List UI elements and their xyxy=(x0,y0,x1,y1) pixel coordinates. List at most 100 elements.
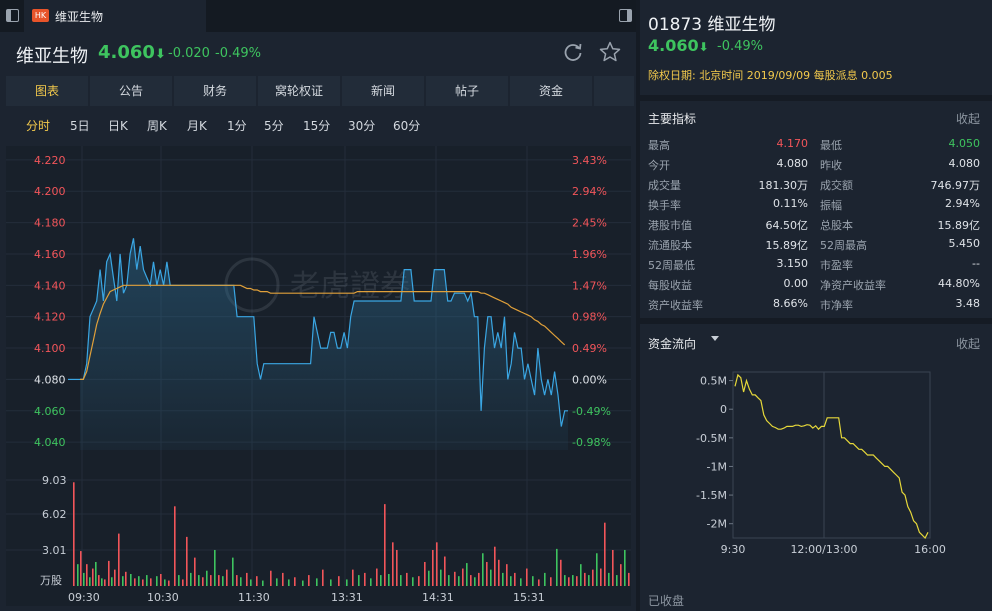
volume-bar xyxy=(544,572,546,586)
volume-bar xyxy=(322,569,324,586)
volume-bar xyxy=(624,549,626,586)
refresh-icon[interactable] xyxy=(562,41,584,63)
watermark-text: 老虎證券 xyxy=(290,269,410,304)
indicator-row: 每股收益 0.00 净资产收益率 44.80% xyxy=(640,274,992,294)
intraday-chart[interactable]: 4.220 4.200 4.180 4.160 4.140 4.120 4.100 4.080… xyxy=(6,146,631,606)
detail-change-pct: -0.49% xyxy=(717,39,763,54)
volume-bar xyxy=(560,559,562,586)
indicator-label: 净资产收益率 xyxy=(820,279,886,292)
volume-bar xyxy=(510,576,512,586)
volume-bar xyxy=(104,579,106,586)
volume-bar xyxy=(160,573,162,586)
volume-bar xyxy=(186,536,188,586)
volume-bar xyxy=(482,553,484,586)
period-1min[interactable]: 1分 xyxy=(227,119,247,133)
volume-bar xyxy=(77,564,79,586)
fund-flow-collapse-button[interactable]: 收起 xyxy=(955,337,980,351)
indicator-label: 每股收益 xyxy=(648,279,692,292)
volume-bar xyxy=(506,564,508,586)
price-axis-label: 4.100 xyxy=(34,342,66,355)
volume-bar xyxy=(564,575,566,586)
volume-bar xyxy=(392,542,394,586)
indicator-value: 181.30万 xyxy=(758,179,809,192)
period-30min[interactable]: 30分 xyxy=(348,119,376,133)
period-15min[interactable]: 15分 xyxy=(303,119,331,133)
volume-bar xyxy=(210,575,212,586)
detail-panel: 01873 维亚生物 4.060⬇ -0.49% 除权日期: 北京时间 2019… xyxy=(640,0,992,611)
indicator-value: 4.080 xyxy=(776,157,809,170)
tab-overflow[interactable] xyxy=(594,76,634,106)
tab-chart[interactable]: 图表 xyxy=(6,76,88,106)
period-5day[interactable]: 5日 xyxy=(70,119,90,133)
flow-y-label: -1M xyxy=(707,460,727,473)
indicators-collapse-button[interactable]: 收起 xyxy=(955,112,980,126)
indicator-value: 64.50亿 xyxy=(765,219,809,232)
time-axis-label: 10:30 xyxy=(147,591,179,604)
volume-bar xyxy=(600,568,602,586)
volume-bar xyxy=(462,568,464,586)
indicator-value: 0.00 xyxy=(783,277,809,290)
star-icon[interactable] xyxy=(598,40,622,64)
volume-bar xyxy=(490,569,492,586)
price-axis-label: 4.180 xyxy=(34,217,66,230)
volume-bar xyxy=(218,575,220,586)
price-change-pct: -0.49% xyxy=(215,46,261,61)
volume-bar xyxy=(418,576,420,586)
price-line xyxy=(80,238,568,427)
indicators-title: 主要指标 xyxy=(648,112,697,126)
indicator-label: 成交量 xyxy=(648,179,681,192)
chevron-down-icon[interactable] xyxy=(711,336,719,341)
tab-warrants[interactable]: 窝轮权证 xyxy=(258,76,340,106)
tab-news[interactable]: 新闻 xyxy=(342,76,424,106)
volume-bar xyxy=(352,569,354,586)
volume-bar xyxy=(376,568,378,586)
time-axis-label: 11:30 xyxy=(238,591,270,604)
pct-axis-label: 2.94% xyxy=(572,185,607,198)
volume-axis-label: 6.02 xyxy=(42,508,67,521)
volume-bar xyxy=(604,522,606,586)
indicator-row: 成交量 181.30万 成交额 746.97万 xyxy=(640,174,992,194)
indicator-value: 5.450 xyxy=(948,237,981,250)
pct-axis-label: 1.96% xyxy=(572,248,607,261)
volume-axis-label: 9.03 xyxy=(42,474,67,487)
volume-bar xyxy=(486,561,488,586)
time-axis-label: 15:31 xyxy=(513,591,545,604)
sidebar-toggle-icon[interactable] xyxy=(6,9,19,22)
volume-bar xyxy=(338,576,340,586)
volume-bar xyxy=(250,579,252,586)
fund-flow-title[interactable]: 资金流向 xyxy=(648,337,697,351)
tab-posts[interactable]: 帖子 xyxy=(426,76,508,106)
indicator-value: 4.170 xyxy=(776,137,809,150)
tab-capital[interactable]: 资金 xyxy=(510,76,592,106)
volume-bar xyxy=(478,572,480,586)
flow-y-label: -0.5M xyxy=(696,432,727,445)
period-monthly[interactable]: 月K xyxy=(187,119,207,133)
period-daily[interactable]: 日K xyxy=(108,119,128,133)
volume-bar xyxy=(111,577,113,586)
volume-bar xyxy=(83,572,85,586)
period-60min[interactable]: 60分 xyxy=(393,119,421,133)
volume-bar xyxy=(130,573,132,586)
period-weekly[interactable]: 周K xyxy=(147,119,167,133)
tab-financials[interactable]: 财务 xyxy=(174,76,256,106)
detail-price: 4.060⬇ xyxy=(648,36,709,55)
period-intraday[interactable]: 分时 xyxy=(26,119,51,133)
indicator-label: 最低 xyxy=(820,139,842,152)
volume-bar xyxy=(282,572,284,586)
price-axis-label: 4.120 xyxy=(34,311,66,324)
down-arrow-icon: ⬇ xyxy=(154,47,166,62)
indicator-value: 746.97万 xyxy=(930,179,981,192)
volume-bar xyxy=(118,533,120,586)
volume-bar xyxy=(150,578,152,586)
detail-panel-toggle-icon[interactable] xyxy=(619,9,632,22)
stock-tab[interactable]: HK 维亚生物 xyxy=(24,0,206,32)
period-5min[interactable]: 5分 xyxy=(264,119,284,133)
volume-bar xyxy=(114,569,116,586)
indicator-label: 52周最高 xyxy=(820,239,867,252)
volume-bar xyxy=(330,579,332,586)
volume-bar xyxy=(572,575,574,586)
indicator-value: -- xyxy=(972,257,980,270)
tab-announcements[interactable]: 公告 xyxy=(90,76,172,106)
volume-bar xyxy=(178,575,180,586)
volume-bar xyxy=(520,578,522,586)
